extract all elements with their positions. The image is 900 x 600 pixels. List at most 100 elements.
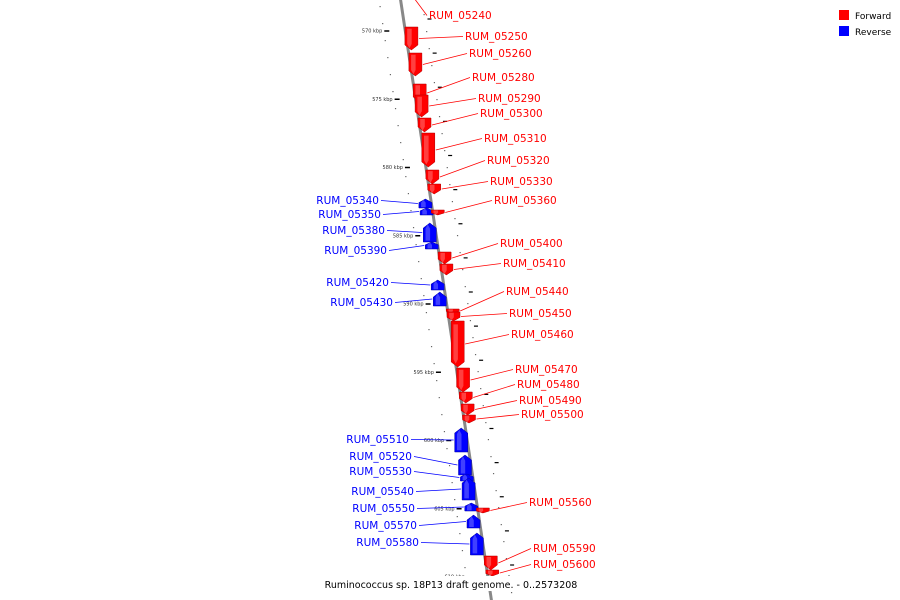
right-rail-dot: [500, 524, 502, 526]
gene-arrow: [446, 311, 461, 322]
gene-rum-05310: [421, 132, 436, 168]
gene-arrow: [433, 291, 447, 307]
left-rail-dot: [464, 567, 466, 569]
right-rail-dot: [464, 286, 466, 288]
left-rail-dot: [441, 414, 443, 416]
gene-leader-line: [380, 200, 418, 204]
gene-arrow-highlight: [435, 293, 441, 305]
gene-label: RUM_05290: [478, 93, 541, 105]
gene-label: RUM_05300: [480, 108, 543, 120]
gene-leader-line: [445, 200, 493, 213]
gene-rum-05330: [427, 183, 441, 195]
legend-reverse-swatch: [839, 26, 849, 36]
gene-label-group: RUM_05430: [330, 297, 433, 309]
gene-label: RUM_05380: [322, 225, 385, 237]
legend-reverse-label: Reverse: [855, 28, 892, 38]
gene-leader-line: [470, 369, 514, 381]
gene-arrow-highlight: [433, 280, 438, 290]
kbp-tick-label: 570 kbp: [362, 29, 382, 35]
gene-leader-line: [439, 160, 486, 178]
gene-leader-line: [452, 243, 499, 259]
right-rail-dot: [449, 184, 451, 186]
gene-label-group: RUM_05540: [351, 486, 462, 498]
gene-leader-line: [413, 471, 460, 478]
gene-arrow: [421, 132, 436, 168]
gene-label-group: RUM_05360: [445, 195, 557, 213]
gene-leader-line: [413, 456, 458, 466]
gene-label-group: RUM_05570: [354, 520, 467, 532]
gene-arrow-highlight: [472, 534, 478, 554]
gene-arrow-highlight: [464, 415, 470, 423]
right-rail-dot: [510, 592, 513, 594]
left-rail-dot: [448, 465, 451, 467]
gene-leader-line: [474, 400, 518, 410]
gene-arrow: [404, 26, 419, 51]
gene-arrow-highlight: [421, 199, 426, 208]
gene-label-group: RUM_05450: [460, 308, 572, 320]
right-rail-dot: [441, 133, 443, 135]
gene-label: RUM_05400: [500, 238, 563, 250]
gene-arrow: [476, 507, 490, 514]
gene-rum-05340: [418, 198, 433, 209]
gene-label: RUM_05510: [346, 434, 409, 446]
gene-label-group: RUM_05590: [498, 543, 596, 564]
right-rail-dot: [444, 150, 446, 152]
right-rail-dot: [508, 575, 510, 577]
gene-arrow-highlight: [458, 369, 464, 391]
gene-leader-line: [418, 521, 467, 526]
gene-rum-05450: [446, 311, 461, 322]
right-rail-dot: [472, 337, 474, 339]
gene-leader-line: [498, 548, 532, 564]
left-rail-dot: [459, 533, 461, 535]
gene-leader-line: [460, 291, 505, 312]
left-rail-dot: [415, 244, 417, 246]
gene-rum-05500: [462, 414, 476, 424]
gene-arrow-highlight: [411, 54, 416, 75]
gene-rum-05580: [470, 532, 484, 556]
gene-arrow: [466, 514, 481, 529]
gene-arrow-highlight: [461, 392, 466, 403]
gene-label: RUM_05450: [509, 308, 572, 320]
left-rail-dot: [418, 261, 420, 263]
gene-arrow-highlight: [425, 224, 431, 241]
gene-label-group: RUM_05470: [470, 364, 578, 381]
gene-label: RUM_05280: [472, 72, 535, 84]
gene-rum-05600: [485, 569, 500, 577]
gene-arrow: [427, 183, 441, 195]
gene-arrow-highlight: [424, 135, 429, 165]
gene-leader-line: [410, 439, 454, 441]
left-rail-dot: [454, 499, 456, 501]
gene-label: RUM_05550: [352, 503, 415, 515]
gene-arrow: [470, 532, 484, 556]
gene-leader-line: [415, 488, 462, 492]
gene-leader-line: [418, 36, 464, 39]
left-rail-dot: [402, 159, 404, 161]
gene-leader-line: [420, 542, 470, 545]
right-rail-dot: [505, 558, 508, 560]
gene-arrow: [430, 279, 445, 291]
gene-label-group: RUM_05320: [439, 155, 550, 178]
gene-arrow: [450, 320, 465, 368]
gene-rum-05380: [423, 222, 437, 243]
gene-arrow-highlight: [417, 96, 422, 116]
right-rail-dot: [462, 269, 464, 271]
left-rail-dot: [405, 176, 407, 178]
right-rail-dot: [492, 473, 495, 475]
map-caption: Ruminococcus sp. 18P13 draft genome. - 0…: [325, 580, 578, 591]
left-rail-dot: [392, 91, 394, 93]
left-rail-dot: [389, 74, 392, 76]
legend-forward-label: Forward: [855, 12, 891, 22]
gene-label-group: RUM_05330: [441, 176, 553, 190]
gene-label: RUM_05520: [349, 451, 412, 463]
left-rail-dot: [446, 448, 448, 450]
gene-leader-line: [453, 263, 502, 270]
gene-arrow-highlight: [407, 28, 412, 49]
right-rail-dot: [426, 31, 428, 33]
right-rail-dot: [431, 65, 433, 67]
right-rail-dot: [474, 354, 477, 356]
gene-label-group: RUM_05500: [476, 409, 584, 421]
kbp-tick-label: 600 kbp: [424, 438, 444, 444]
right-rail-dot: [459, 252, 461, 254]
gene-arrow: [458, 454, 472, 476]
gene-label: RUM_05490: [519, 395, 582, 407]
